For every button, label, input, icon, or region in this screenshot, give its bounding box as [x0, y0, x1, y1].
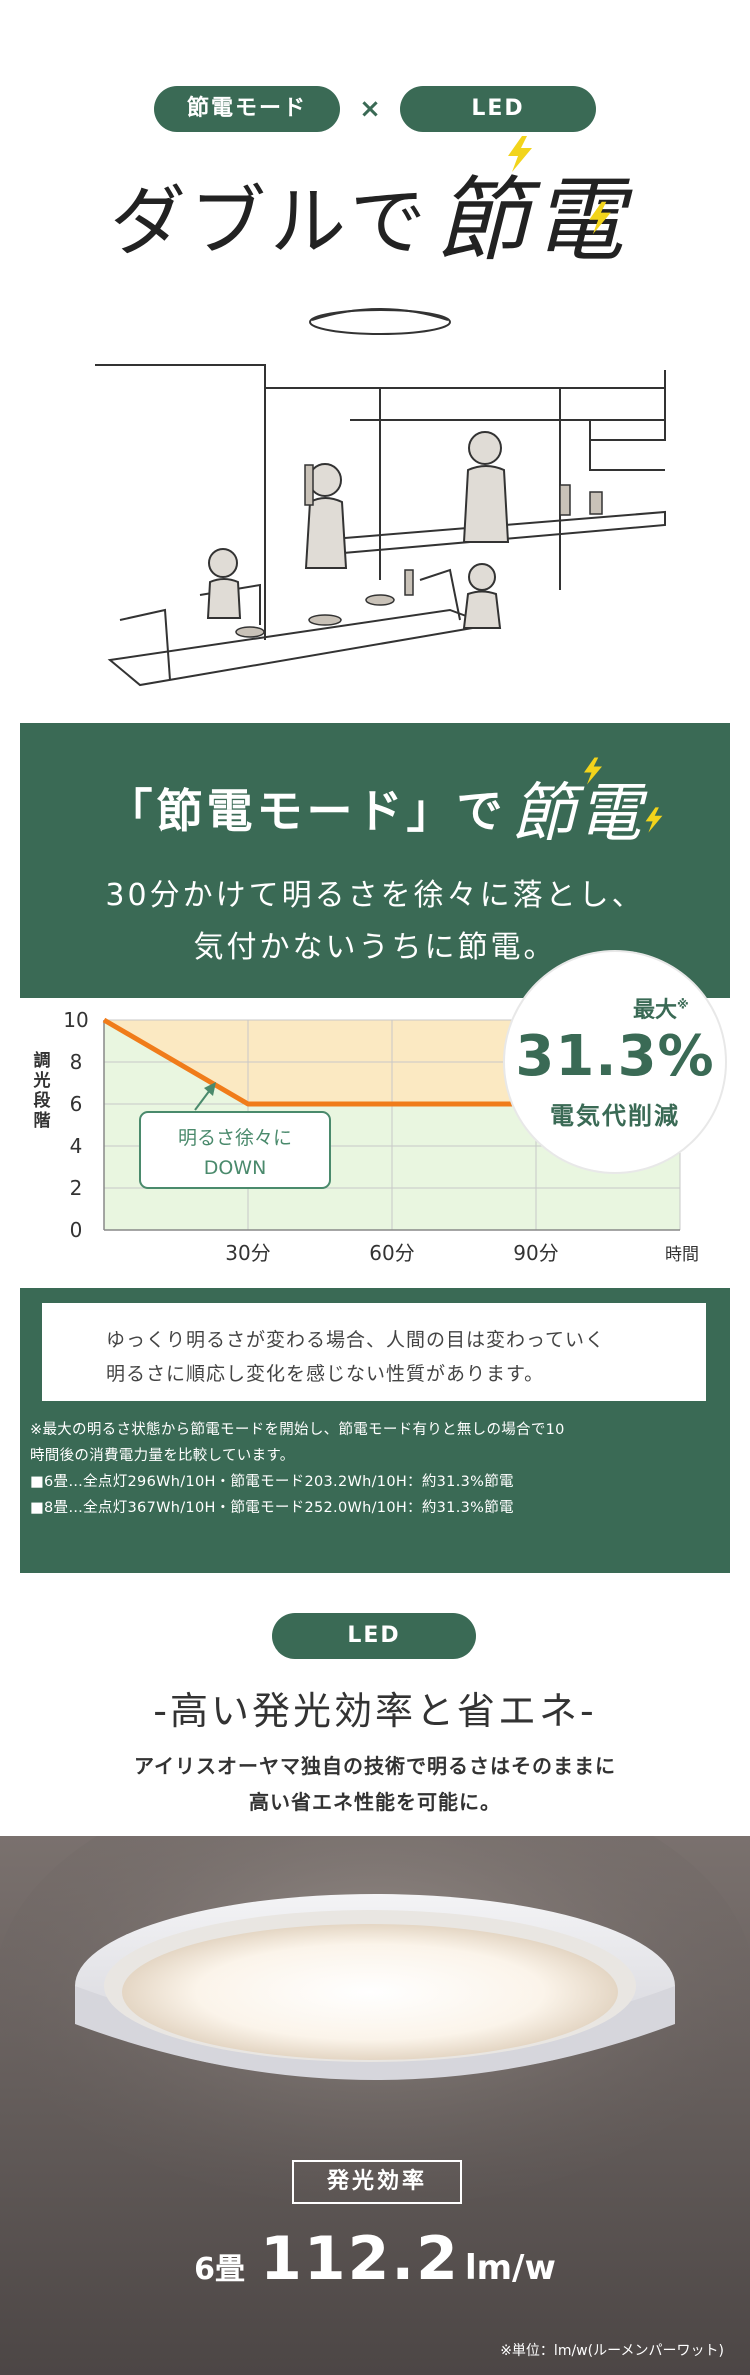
y-tick-label: 8	[70, 1050, 83, 1074]
led-desc-2: 高い省エネ性能を可能に。	[249, 1790, 501, 1814]
led-badge: LED	[272, 1613, 476, 1659]
y-tick-label: 6	[70, 1092, 83, 1116]
mode-title: 「節電モード」で 節電	[20, 757, 730, 862]
footnote-4: ■8畳…全点灯367Wh/10H・節電モード252.0Wh/10H：約31.3%…	[30, 1500, 514, 1516]
y-axis-label-char: 調	[34, 1050, 51, 1071]
ceiling-light-photo	[0, 1836, 750, 2206]
kitchen-illustration	[95, 308, 666, 687]
x-tick-label: 60分	[369, 1241, 414, 1265]
annotation-arrowhead	[204, 1082, 216, 1096]
efficiency-value: 6畳 112.2 lm/w	[0, 2224, 750, 2294]
info-box: ゆっくり明るさが変わる場合、人間の目は変わっていく 明るさに順応し変化を感じない…	[42, 1303, 706, 1401]
y-axis-label-char: 階	[34, 1111, 51, 1131]
badge-led: LED	[400, 86, 596, 132]
callout-caption: 電気代削減	[550, 1102, 680, 1130]
x-axis-label: 時間	[665, 1245, 699, 1265]
lightning-icon	[584, 757, 602, 785]
y-axis-label-char: 段	[34, 1090, 51, 1111]
callout-prefix: 最大※	[633, 997, 689, 1023]
mode-title-accent: 節電	[511, 777, 644, 851]
mode-title-main: 「節電モード」で	[106, 784, 507, 838]
savings-callout: 最大※ 31.3% 電気代削減	[505, 952, 725, 1172]
efficiency-unit: lm/w	[464, 2248, 556, 2288]
annotation-text-2: DOWN	[204, 1157, 267, 1179]
mode-subtitle-1: 30分かけて明るさを徐々に落とし、	[105, 878, 645, 913]
annotation-box	[139, 1111, 331, 1189]
x-tick-label: 90分	[513, 1241, 558, 1265]
y-tick-label: 10	[63, 1008, 88, 1032]
lamp-photo: 発光効率 6畳 112.2 lm/w ※単位：lm/w(ルーメンパーワット)	[0, 1836, 750, 2375]
info-line-1: ゆっくり明るさが変わる場合、人間の目は変わっていく	[106, 1329, 606, 1351]
y-tick-label: 0	[70, 1218, 83, 1242]
annotation-text-1: 明るさ徐々に	[178, 1127, 292, 1149]
footnote-3: ■6畳…全点灯296Wh/10H・節電モード203.2Wh/10H：約31.3%…	[30, 1474, 514, 1490]
y-axis-label-char: 光	[33, 1070, 51, 1091]
info-line-2: 明るさに順応し変化を感じない性質があります。	[106, 1363, 545, 1385]
cross-sign: ×	[359, 94, 381, 124]
callout-value: 31.3%	[515, 1024, 715, 1089]
y-tick-label: 4	[70, 1134, 83, 1158]
headline: ダブルで 節電	[110, 136, 670, 278]
room-size: 6畳	[194, 2252, 245, 2287]
footnote-2: 時間後の消費電力量を比較しています。	[30, 1448, 295, 1464]
lightning-icon	[645, 807, 663, 833]
mode-subtitle-2: 気付かないうちに節電。	[193, 930, 557, 965]
efficiency-number: 112.2	[260, 2224, 460, 2294]
led-title: -高い発光効率と省エネ-	[153, 1689, 597, 1733]
y-tick-label: 2	[70, 1176, 83, 1200]
unit-footnote: ※単位：lm/w(ルーメンパーワット)	[500, 2343, 724, 2359]
footnote-1: ※最大の明るさ状態から節電モードを開始し、節電モード有りと無しの場合で10	[30, 1422, 565, 1438]
headline-main: ダブルで	[110, 177, 430, 266]
efficiency-label: 発光効率	[292, 2160, 462, 2204]
lightning-icon	[508, 136, 532, 172]
badge-eco-mode: 節電モード	[154, 86, 340, 132]
annotation-arrow	[194, 1089, 211, 1111]
x-tick-label: 30分	[225, 1241, 270, 1265]
lightning-icon	[589, 201, 611, 235]
led-desc-1: アイリスオーヤマ独自の技術で明るさはそのままに	[134, 1754, 616, 1778]
headline-accent: 節電	[436, 167, 629, 274]
ceiling-light-icon	[309, 308, 451, 335]
